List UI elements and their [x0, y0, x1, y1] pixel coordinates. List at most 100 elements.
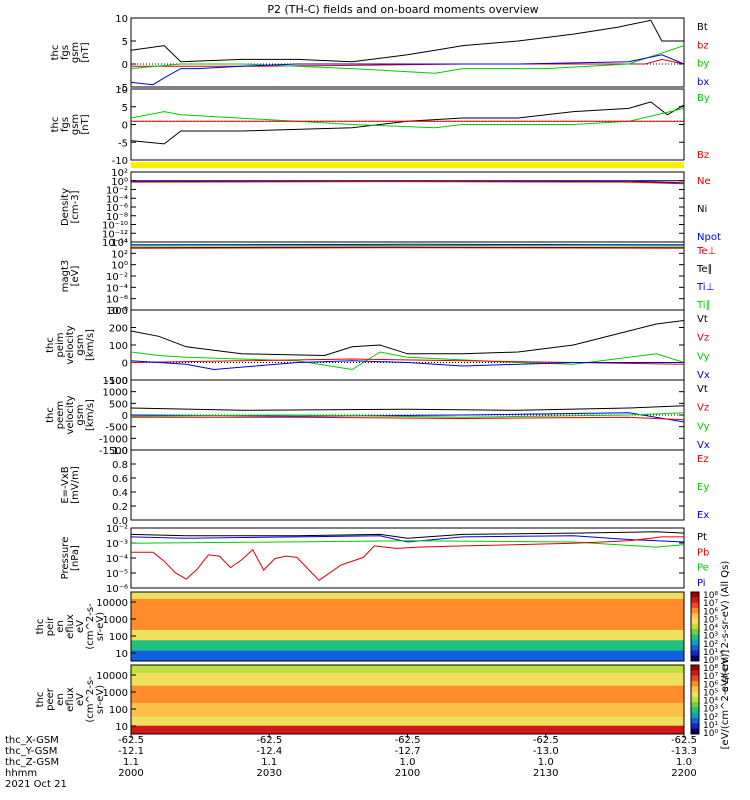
colorbar-segment [691, 728, 699, 735]
spectrogram-band [131, 685, 684, 704]
ytick-label: 10² [111, 168, 128, 179]
ytick-label: 10⁰ [111, 177, 128, 188]
ytick-label: 10⁻⁴ [106, 554, 128, 565]
panel-efield: 1.0 0.8 0.6 0.4 0.2 0.0 Ez Ey Ex E=-VxB [mV/m] [60, 446, 709, 527]
ytick-label: 10² [111, 249, 128, 260]
panel-ylabel: peir [45, 616, 56, 636]
ytick-label: 10⁻⁶ [106, 295, 128, 306]
xaxis-row-label: thc_Y-GSM [5, 746, 57, 757]
spectrogram-band [131, 725, 684, 735]
ytick-label: 10⁻⁴ [106, 283, 128, 294]
ytick-label: 10⁻⁶ [106, 584, 128, 595]
xtick-label: -12.4 [256, 746, 282, 757]
ytick-label: -100 [105, 376, 128, 387]
ytick-label: 10 [115, 85, 128, 96]
xtick-label: 2130 [533, 768, 558, 779]
ytick-label: 1000 [103, 688, 128, 699]
xtick-label: 2200 [671, 768, 696, 779]
colorbar-tick: 10⁴ [703, 697, 718, 707]
ytick-label: 5 [122, 37, 128, 48]
ytick-label: 100 [109, 705, 128, 716]
ytick-label: 10⁻⁸ [106, 306, 128, 317]
xaxis-row-label: hhmm [5, 768, 37, 779]
ytick-label: 10⁻⁵ [106, 569, 128, 580]
series-line-2 [130, 181, 685, 185]
ytick-label: -10 [112, 156, 128, 167]
series-line-2 [130, 246, 685, 249]
series-line-1 [130, 107, 685, 129]
xtick-label: -62.5 [118, 735, 144, 746]
panel-ion-velocity: 300 200 100 0 -100 Vt Vz Vy Vx thc peim velocity gsm… [45, 306, 710, 387]
colorbar-segment [691, 618, 699, 625]
panel-ylabel: (cm^2-s- [85, 676, 96, 723]
legend-entry: Vx [697, 370, 710, 381]
panel-ylabel: peim [55, 332, 66, 357]
series-line-0 [130, 320, 685, 357]
colorbar-segment [691, 597, 699, 604]
xaxis-row-label: thc_X-GSM [5, 735, 59, 746]
xtick-label: -13.3 [671, 746, 697, 757]
xtick-label: -62.5 [256, 735, 282, 746]
legend-entry: Vx [697, 440, 710, 451]
panel-ylabel: velocity [65, 395, 76, 434]
panel-frame [130, 17, 685, 88]
xtick-label: 1.0 [538, 757, 554, 768]
colorbar-segment [691, 650, 699, 657]
xtick-label: -62.5 [671, 735, 697, 746]
ytick-label: 500 [109, 399, 128, 410]
panel-ylabel: [nT] [80, 42, 91, 62]
panel-ylabel: fgs [60, 45, 71, 60]
panel-ylabel: sr-eV) [95, 612, 106, 641]
spectrogram-frame [130, 591, 685, 662]
legend-entry: Pe [697, 563, 709, 574]
series-line-2 [130, 45, 685, 74]
spectrogram-band [131, 665, 684, 674]
panel-ylabel: peem [55, 401, 66, 429]
ytick-label: 10 [115, 14, 128, 25]
colorbar-tick: 10³ [703, 632, 718, 642]
panel-fgs-gse: 10 5 0 -5 -10 By Bz thc fgs gsm [nT] [50, 85, 710, 167]
spectrogram-ion-energy-flux: 10000 1000 100 10 thc peir en eflux eV (cm^2-s-sr… [35, 561, 731, 693]
legend-entry: Vz [697, 333, 709, 344]
legend-entry: Te∥ [696, 264, 713, 275]
ytick-label: 0.4 [112, 488, 128, 499]
colorbar-tick: 10⁰ [703, 729, 718, 739]
ytick-label: 10⁻² [106, 524, 128, 535]
series-line-3 [131, 416, 685, 421]
series-line-1 [130, 535, 685, 543]
spectrogram-electron-energy-flux: 10000 1000 100 10 thc peer en eflux eV (cm^2-s-sr… [35, 650, 731, 750]
legend-entry: Ni [697, 204, 707, 215]
series-line-0 [130, 405, 685, 411]
panel-ylabel: [cm-3] [70, 190, 81, 223]
colorbar-segment [691, 629, 699, 635]
legend-entry: bz [697, 40, 709, 51]
series-line-3 [130, 360, 684, 371]
colorbar-segment [691, 712, 699, 719]
colorbar-tick: 10⁴ [703, 624, 718, 634]
colorbar-frame [690, 591, 700, 662]
legend-entry: Npot [697, 232, 721, 243]
ytick-label: 1.0 [112, 446, 128, 457]
panel-ylabel: peer [45, 687, 56, 711]
xtick-label: -12.1 [118, 746, 144, 757]
ytick-label: 10⁻¹⁴ [102, 238, 128, 249]
ytick-label: 0.8 [112, 460, 128, 471]
colorbar-segment [691, 634, 699, 641]
ytick-label: -1500 [99, 446, 128, 457]
legend-entry: Ti∥ [696, 300, 711, 311]
panel-ylabel: sr-eV) [95, 685, 106, 714]
ytick-label: 1000 [103, 388, 128, 399]
ytick-label: -5 [118, 138, 128, 149]
colorbar-segment [691, 645, 699, 651]
colorbar-tick: 10⁵ [703, 615, 718, 625]
spectrogram-band [131, 598, 684, 631]
colorbar-segment [691, 707, 699, 714]
colorbar-label: [eV/(cm^2-s-sr-eV)] [720, 650, 731, 750]
xtick-label: -62.5 [533, 735, 559, 746]
panel-ylabel: thc [35, 692, 46, 708]
panel-ylabel: [mV/m] [70, 466, 81, 504]
ytick-label: 10 [115, 649, 128, 660]
ytick-label: 1500 [103, 376, 128, 387]
panel-ylabel: (cm^2-s- [85, 603, 96, 650]
